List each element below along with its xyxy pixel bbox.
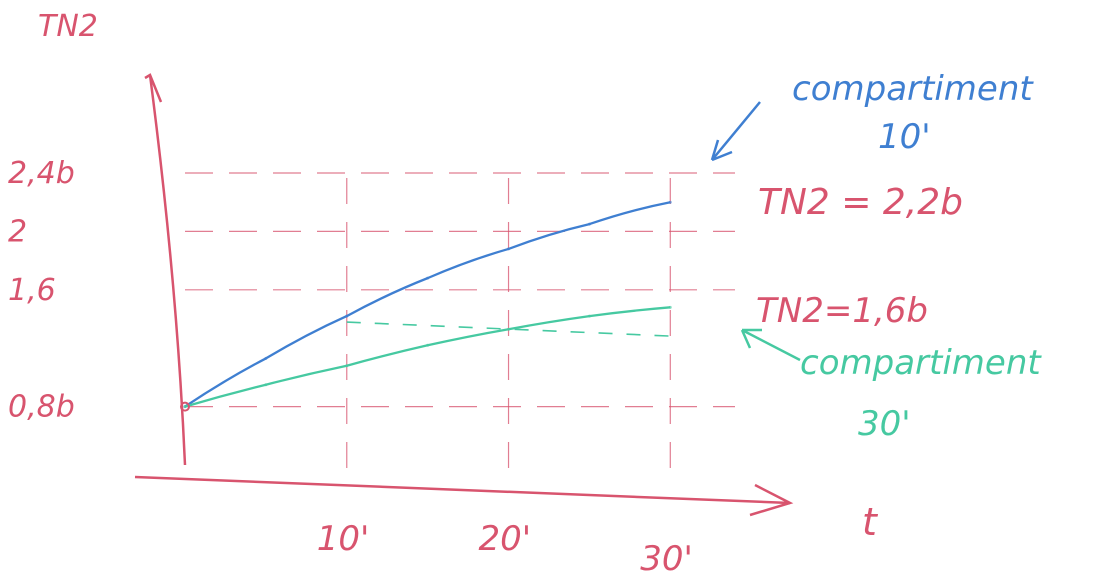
y-axis bbox=[148, 74, 187, 466]
blue-series-label-line2: 10' bbox=[878, 117, 931, 157]
series-0-point-1 bbox=[264, 356, 268, 360]
series-0-point-2 bbox=[345, 314, 349, 318]
series-0-point-6 bbox=[668, 200, 672, 204]
series-0-point-3 bbox=[426, 276, 430, 280]
series-layer bbox=[180, 200, 672, 412]
series-line-1 bbox=[184, 306, 671, 408]
label-layer: TN2 t compartiment 10' TN2 = 2,2b TN2=1,… bbox=[38, 9, 1042, 544]
series-1-point-0 bbox=[183, 405, 187, 409]
y-tick-label-0: 0,8b bbox=[8, 390, 75, 425]
y-tick-label-3: 2,4b bbox=[8, 156, 75, 191]
series-1-point-4 bbox=[507, 327, 511, 331]
series-1-point-5 bbox=[587, 314, 591, 318]
series-1-point-2 bbox=[345, 364, 349, 368]
y-tick-label-2: 2 bbox=[8, 214, 27, 249]
green-series-label-line1: compartiment bbox=[800, 343, 1042, 383]
y-axis-arrowhead bbox=[144, 73, 163, 103]
blue-annotation-arrow bbox=[710, 101, 761, 162]
y-axis-label: TN2 bbox=[38, 9, 98, 44]
series-line-0 bbox=[184, 201, 671, 408]
green-series-label-line2: 30' bbox=[858, 404, 911, 444]
green-series-value-annotation: TN2=1,6b bbox=[756, 291, 928, 331]
series-1-point-3 bbox=[426, 343, 430, 347]
y-tick-label-1: 1,6 bbox=[8, 273, 56, 308]
origin-marker bbox=[180, 401, 190, 412]
series-1-point-6 bbox=[668, 305, 672, 309]
green-annotation-arrow bbox=[740, 328, 801, 362]
grid-layer bbox=[185, 172, 735, 475]
blue-series-value-annotation: TN2 = 2,2b bbox=[758, 182, 963, 223]
x-axis bbox=[134, 475, 791, 505]
series-1-point-1 bbox=[264, 383, 268, 387]
x-tick-label-0: 10' bbox=[317, 519, 370, 559]
axes-layer: 0,8b 1,6 2 2,4b 10' 20' 30' bbox=[8, 73, 794, 578]
x-tick-label-2: 30' bbox=[640, 539, 693, 578]
series-0-point-5 bbox=[587, 222, 591, 226]
x-axis-label: t bbox=[862, 500, 879, 544]
x-axis-arrowhead bbox=[749, 483, 794, 517]
series-0-point-4 bbox=[507, 247, 511, 251]
x-tick-label-1: 20' bbox=[479, 519, 532, 559]
blue-series-label-line1: compartiment bbox=[792, 69, 1034, 109]
